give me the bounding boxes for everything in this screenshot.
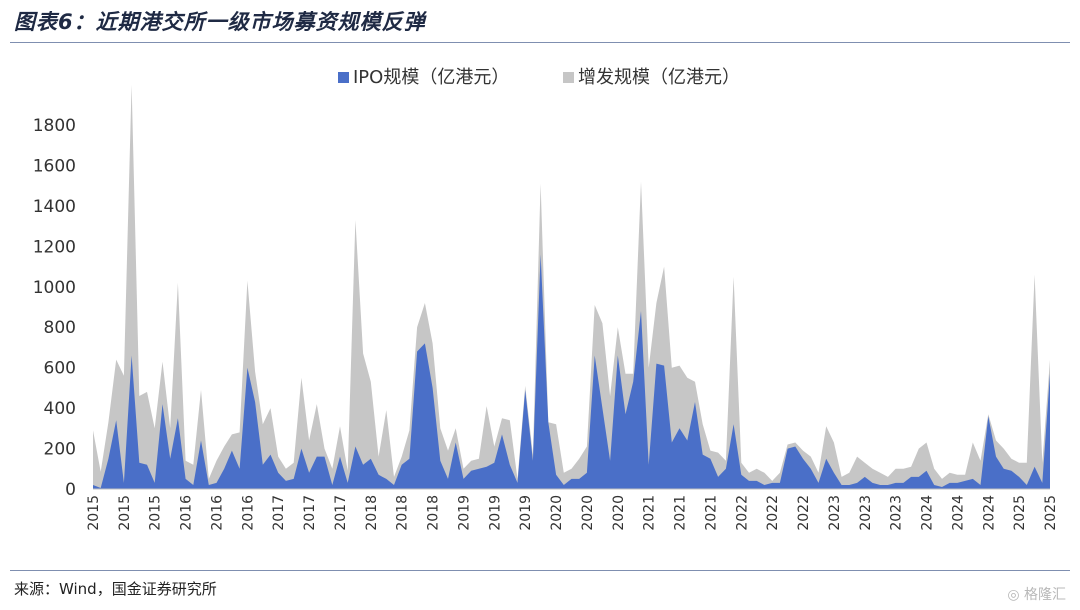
y-tick-label: 1800 xyxy=(33,116,76,136)
x-tick-label: 2018 xyxy=(364,495,380,531)
x-tick-label: 2015 xyxy=(148,495,164,531)
x-tick-label: 2018 xyxy=(395,495,411,531)
y-tick-label: 1400 xyxy=(33,197,76,217)
legend: IPO规模（亿港元） 增发规模（亿港元） xyxy=(338,67,740,88)
legend-label-secondary: 增发规模（亿港元） xyxy=(578,67,740,88)
x-tick-label: 2023 xyxy=(858,495,874,531)
x-tick-label: 2025 xyxy=(1012,495,1028,531)
x-tick-label: 2015 xyxy=(86,495,102,531)
x-tick-label: 2015 xyxy=(117,495,133,531)
page-title: 图表6：近期港交所一级市场募资规模反弹 xyxy=(14,10,426,34)
footer-divider xyxy=(10,570,1070,571)
x-tick-label: 2019 xyxy=(518,495,534,531)
legend-label-ipo: IPO规模（亿港元） xyxy=(353,67,509,88)
x-tick-label: 2020 xyxy=(611,495,627,531)
x-tick-label: 2016 xyxy=(240,495,256,531)
x-tick-label: 2021 xyxy=(673,495,689,531)
y-axis: 0 200 400 600 800 1000 1200 1400 1600 1800 xyxy=(33,116,76,500)
x-tick-label: 2017 xyxy=(302,495,318,531)
y-tick-label: 800 xyxy=(44,318,76,338)
x-tick-label: 2017 xyxy=(333,495,349,531)
x-tick-label: 2021 xyxy=(642,495,658,531)
legend-swatch-ipo xyxy=(338,72,349,83)
x-tick-label: 2022 xyxy=(796,495,812,531)
y-tick-label: 1200 xyxy=(33,237,76,257)
x-tick-label: 2025 xyxy=(1043,495,1059,531)
y-tick-label: 400 xyxy=(44,399,76,419)
x-tick-label: 2020 xyxy=(580,495,596,531)
source-note: 来源：Wind，国金证券研究所 xyxy=(14,580,217,598)
x-axis: 2015 2015 2015 2016 2016 2016 2017 2017 2017 2018… xyxy=(86,488,1059,531)
watermark: ◎ 格隆汇 xyxy=(1007,587,1066,603)
x-tick-label: 2023 xyxy=(889,495,905,531)
x-tick-label: 2016 xyxy=(209,495,225,531)
x-tick-label: 2024 xyxy=(950,495,966,531)
x-tick-label: 2024 xyxy=(981,495,997,531)
x-tick-label: 2016 xyxy=(179,495,195,531)
y-tick-label: 1000 xyxy=(33,278,76,298)
x-tick-label: 2023 xyxy=(827,495,843,531)
x-tick-label: 2021 xyxy=(703,495,719,531)
stacked-area-chart: IPO规模（亿港元） 增发规模（亿港元） 0 200 400 600 800 1000 120… xyxy=(33,67,1059,531)
y-tick-label: 200 xyxy=(44,440,76,460)
series-secondary-area xyxy=(93,84,1050,489)
x-tick-label: 2017 xyxy=(271,495,287,531)
x-tick-label: 2019 xyxy=(456,495,472,531)
y-tick-label: 0 xyxy=(65,480,76,500)
x-tick-label: 2019 xyxy=(487,495,503,531)
x-tick-label: 2018 xyxy=(426,495,442,531)
y-tick-label: 1600 xyxy=(33,156,76,176)
chart-areas xyxy=(93,84,1050,489)
title-divider xyxy=(10,42,1070,43)
x-tick-label: 2022 xyxy=(765,495,781,531)
x-tick-label: 2022 xyxy=(734,495,750,531)
x-tick-label: 2024 xyxy=(920,495,936,531)
y-tick-label: 600 xyxy=(44,359,76,379)
legend-swatch-secondary xyxy=(563,72,574,83)
x-tick-label: 2020 xyxy=(549,495,565,531)
